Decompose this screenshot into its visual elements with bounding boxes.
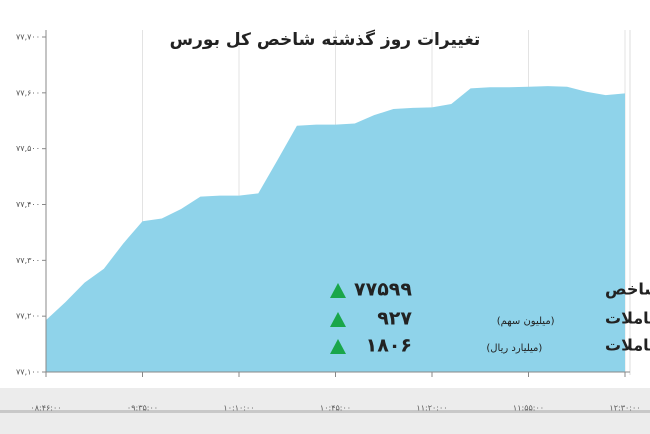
x-tick-label: ۱۲:۳۰:۰۰ xyxy=(609,404,640,413)
y-tick-label: ۷۷,۲۰۰ xyxy=(16,312,40,321)
y-tick-label: ۷۷,۳۰۰ xyxy=(16,256,40,265)
x-tick-label: ۱۰:۴۵:۰۰ xyxy=(320,404,351,413)
stat-unit: (میلیارد ریال) xyxy=(486,343,542,354)
y-tick-label: ۷۷,۴۰۰ xyxy=(16,200,40,209)
up-triangle xyxy=(330,312,346,327)
y-tick-label: ۷۷,۶۰۰ xyxy=(16,88,40,97)
y-tick-label: ۷۷,۱۰۰ xyxy=(16,368,40,377)
x-tick-label: ۰۹:۳۵:۰۰ xyxy=(127,404,158,413)
x-tick-label: ۱۰:۱۰:۰۰ xyxy=(223,404,254,413)
x-tick-label: ۱۱:۵۵:۰۰ xyxy=(513,404,544,413)
stat-unit: (میلیون سهم) xyxy=(497,316,555,327)
x-tick-label: ۱۱:۲۰:۰۰ xyxy=(416,404,447,413)
x-tick-label: ۰۸:۴۶:۰۰ xyxy=(30,404,61,413)
stat-value: ۹۲۷ xyxy=(377,308,412,330)
stat-value: ۱۸۰۶ xyxy=(366,335,412,357)
chart-title: تغییرات روز گذشته شاخص کل بورس xyxy=(170,29,481,50)
stat-value: ۷۷۵۹۹ xyxy=(354,279,412,301)
up-triangle xyxy=(330,283,346,298)
scroll-track xyxy=(0,410,650,413)
stat-label: ارزش معاملات xyxy=(605,336,650,355)
area xyxy=(46,86,625,372)
y-tick-label: ۷۷,۷۰۰ xyxy=(16,33,40,42)
up-triangle xyxy=(330,339,346,354)
stat-label: حجم معاملات xyxy=(605,309,650,328)
y-tick-label: ۷۷,۵۰۰ xyxy=(16,144,40,153)
stat-label: شاخص xyxy=(605,280,650,299)
